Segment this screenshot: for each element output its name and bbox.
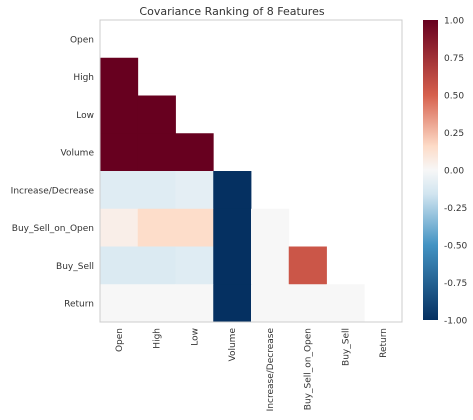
- x-tick-label: Increase/Decrease: [266, 328, 276, 412]
- x-tick-label: Open: [115, 328, 125, 352]
- heatmap-cell: [100, 284, 139, 323]
- plot-area-frame: [99, 19, 403, 323]
- heatmap-cell: [326, 284, 365, 323]
- colorbar-tick-label: -1.00: [444, 317, 468, 327]
- x-tick-label: Return: [379, 328, 389, 358]
- chart-title: Covariance Ranking of 8 Features: [139, 5, 324, 18]
- colorbar-tick-label: -0.50: [444, 242, 468, 252]
- heatmap-cell: [251, 246, 290, 285]
- y-tick-label: Return: [64, 300, 94, 310]
- colorbar-tick-label: 0.00: [444, 167, 464, 177]
- y-tick-label: Volume: [61, 149, 95, 159]
- heatmap-cell: [175, 246, 214, 285]
- heatmap-cell: [100, 171, 139, 210]
- colorbar-tick-label: 0.50: [444, 92, 464, 102]
- colorbar-tick-label: 0.75: [444, 54, 464, 64]
- heatmap-cell: [251, 208, 290, 247]
- y-axis-tick-labels: Open High Low Volume Increase/Decrease Buy_Se…: [11, 35, 95, 309]
- heatmap-cell: [213, 208, 252, 247]
- colorbar-tick-labels: 1.00 0.75 0.50 0.25 0.00 -0.25 -0.50 -0.75 -1.00: [444, 17, 468, 327]
- colorbar-tick-label: -0.75: [444, 279, 467, 289]
- heatmap-cell: [100, 133, 139, 172]
- heatmap-cell: [251, 284, 290, 323]
- heatmap-cell: [100, 246, 139, 285]
- colorbar-tick-label: 0.25: [444, 129, 464, 139]
- heatmap-cell: [137, 133, 176, 172]
- x-tick-label: High: [153, 328, 163, 349]
- colorbar-tick-label: 1.00: [444, 17, 464, 27]
- y-tick-label: High: [73, 73, 94, 83]
- y-tick-label: Buy_Sell: [56, 262, 94, 272]
- heatmap-cell: [100, 57, 139, 96]
- heatmap-cell: [137, 208, 176, 247]
- colorbar-tick-label: -0.25: [444, 204, 467, 214]
- heatmap-cell: [137, 95, 176, 134]
- heatmap-cell: [213, 246, 252, 285]
- y-tick-label: Low: [76, 111, 94, 121]
- heatmap-cell: [175, 171, 214, 210]
- heatmap-cell: [175, 208, 214, 247]
- heatmap-cell: [137, 171, 176, 210]
- y-tick-label: Buy_Sell_on_Open: [12, 224, 94, 234]
- x-tick-label: Buy_Sell_on_Open: [304, 328, 314, 410]
- colorbar: [423, 20, 438, 320]
- heatmap-cell: [175, 284, 214, 323]
- y-tick-label: Increase/Decrease: [11, 186, 95, 196]
- heatmap-cell: [288, 284, 327, 323]
- y-tick-label: Open: [70, 35, 94, 45]
- heatmap-cells: [100, 57, 365, 323]
- x-tick-label: Buy_Sell: [341, 328, 351, 366]
- heatmap-cell: [100, 95, 139, 134]
- x-tick-label: Volume: [228, 328, 238, 362]
- heatmap-cell: [137, 246, 176, 285]
- heatmap-cell: [288, 246, 327, 285]
- heatmap-cell: [137, 284, 176, 323]
- heatmap-cell: [100, 208, 139, 247]
- x-tick-label: Low: [190, 328, 200, 346]
- heatmap-cell: [213, 284, 252, 323]
- heatmap-cell: [175, 133, 214, 172]
- heatmap-cell: [213, 171, 252, 210]
- x-axis-tick-labels: Open High Low Volume Increase/Decrease Buy_Se…: [115, 328, 389, 412]
